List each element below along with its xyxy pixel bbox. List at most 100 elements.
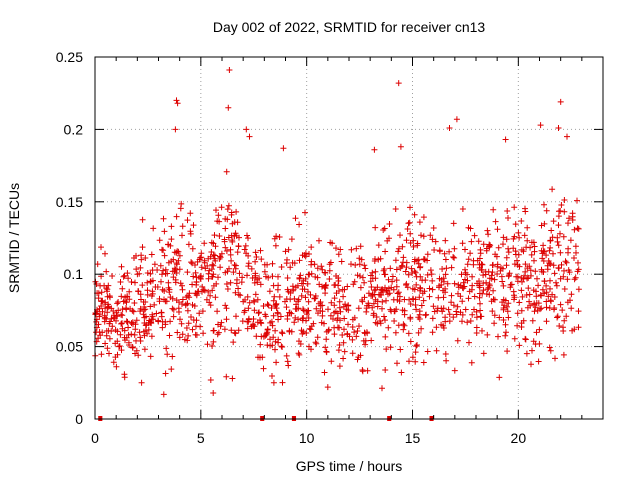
data-point	[561, 317, 568, 324]
data-point	[210, 251, 217, 258]
data-point	[524, 265, 531, 272]
data-point	[478, 261, 485, 268]
data-point	[427, 267, 434, 274]
data-point	[175, 305, 182, 312]
data-point	[197, 272, 204, 279]
data-point	[386, 221, 393, 227]
data-point	[252, 258, 259, 265]
data-point	[396, 293, 403, 300]
data-point	[558, 202, 565, 208]
data-point	[245, 235, 251, 242]
data-point	[540, 258, 547, 264]
data-point	[207, 377, 214, 383]
data-point	[322, 344, 329, 351]
data-point	[442, 351, 449, 357]
data-point	[306, 251, 312, 257]
data-point	[408, 265, 415, 272]
data-point	[200, 330, 207, 337]
data-point	[106, 335, 113, 342]
data-point	[148, 333, 155, 340]
data-point	[543, 318, 550, 325]
data-point	[305, 315, 312, 321]
data-point	[228, 257, 235, 264]
data-point	[417, 264, 423, 271]
data-point	[406, 358, 412, 365]
data-point	[132, 279, 138, 286]
data-point	[171, 265, 178, 272]
data-point	[543, 252, 550, 259]
data-point	[331, 331, 338, 338]
data-point	[340, 355, 347, 362]
data-point	[243, 250, 250, 257]
data-point	[436, 247, 443, 254]
data-point	[550, 250, 556, 257]
data-point	[128, 279, 135, 285]
data-point	[397, 346, 404, 353]
data-point	[227, 246, 234, 253]
data-point	[212, 294, 219, 301]
data-point	[295, 350, 302, 357]
data-point	[198, 254, 205, 261]
data-point	[413, 306, 420, 313]
data-point	[223, 168, 230, 175]
data-point	[450, 254, 457, 260]
data-point	[189, 245, 196, 252]
data-point	[102, 340, 109, 347]
data-point	[565, 249, 571, 256]
data-point	[395, 322, 402, 329]
data-point	[228, 211, 235, 218]
data-point	[496, 374, 503, 381]
data-point	[523, 292, 530, 298]
data-point	[223, 281, 230, 287]
data-point	[184, 269, 191, 276]
data-point	[373, 314, 380, 320]
data-point	[341, 326, 347, 333]
data-point	[216, 233, 223, 239]
data-point	[535, 300, 542, 307]
data-point	[443, 357, 450, 364]
data-point	[416, 308, 423, 315]
data-point	[412, 302, 419, 308]
data-point	[275, 316, 282, 323]
data-point	[407, 314, 414, 321]
data-point	[402, 268, 409, 275]
data-point	[370, 312, 377, 319]
data-point	[104, 309, 111, 316]
data-point	[266, 288, 273, 295]
data-point	[419, 290, 426, 297]
data-point	[257, 281, 264, 288]
data-point	[123, 299, 130, 306]
data-point	[302, 250, 309, 257]
data-point	[528, 361, 534, 368]
data-point	[575, 324, 582, 331]
data-point	[495, 333, 501, 340]
data-point	[571, 226, 578, 233]
data-point	[104, 286, 111, 293]
data-point	[137, 305, 144, 312]
data-point	[162, 370, 169, 377]
data-point	[264, 329, 271, 336]
data-point	[279, 379, 286, 386]
data-point	[395, 80, 402, 87]
data-point	[327, 259, 334, 266]
data-point	[312, 293, 319, 299]
data-point	[209, 273, 215, 280]
data-point	[147, 353, 154, 360]
data-point	[112, 340, 119, 347]
data-point	[358, 256, 365, 263]
data-point	[439, 308, 446, 315]
data-point	[380, 227, 387, 233]
data-point	[248, 265, 255, 272]
data-point	[490, 206, 497, 213]
data-point	[170, 313, 177, 320]
data-point	[547, 347, 554, 354]
data-point	[505, 314, 512, 321]
data-point	[162, 321, 169, 328]
data-point	[464, 319, 471, 326]
data-point	[136, 329, 143, 336]
data-point	[403, 264, 410, 271]
x-tick-label: 5	[197, 430, 205, 446]
data-point	[201, 287, 208, 294]
data-point	[464, 277, 471, 284]
data-point	[272, 242, 279, 249]
